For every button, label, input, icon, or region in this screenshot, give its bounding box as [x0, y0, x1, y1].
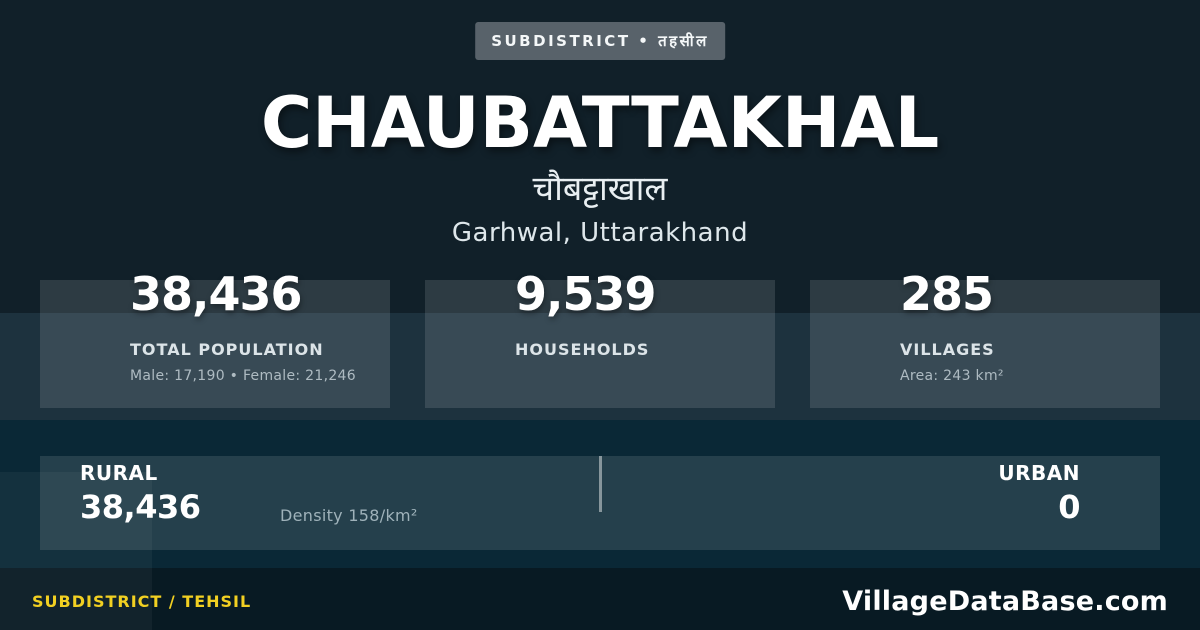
footer-entity-type: SUBDISTRICT / TEHSIL	[32, 592, 252, 611]
density-text: Density 158/km²	[280, 506, 418, 525]
left-highlight-overlay	[0, 472, 152, 630]
rural-value: 38,436	[80, 488, 201, 526]
rural-label: RURAL	[80, 461, 158, 485]
urban-value: 0	[1058, 488, 1080, 526]
rural-block: RURAL 38,436	[80, 461, 201, 526]
stat-label: HOUSEHOLDS	[515, 340, 650, 359]
location-subtitle: Garhwal, Uttarakhand	[451, 218, 749, 248]
stat-value: 9,539	[515, 267, 657, 321]
urban-block: URBAN 0	[998, 463, 1080, 523]
stat-card-households: 9,539 HOUSEHOLDS	[425, 271, 775, 408]
stat-label: TOTAL POPULATION	[130, 340, 324, 359]
stat-value: 38,436	[130, 267, 303, 321]
rural-urban-background-band	[0, 420, 1200, 568]
stat-subtext: Male: 17,190 • Female: 21,246	[130, 368, 356, 384]
stat-subtext: Area: 243 km²	[900, 368, 1004, 384]
stat-card-villages: 285 VILLAGES Area: 243 km²	[810, 271, 1160, 408]
page-title: CHAUBATTAKHAL	[260, 82, 940, 164]
entity-type-badge: SUBDISTRICT • तहसील	[475, 22, 725, 60]
stats-background-band	[0, 313, 1200, 420]
urban-label: URBAN	[998, 461, 1080, 485]
stat-label: VILLAGES	[900, 340, 995, 359]
footer-background-band	[0, 568, 1200, 630]
rural-urban-panel: RURAL 38,436 Density 158/km² URBAN 0	[40, 456, 1160, 550]
stat-value: 285	[900, 267, 994, 321]
site-brand-link[interactable]: VillageDataBase.com	[842, 586, 1168, 617]
vertical-divider	[599, 456, 602, 512]
page-title-hindi: चौबट्टाखाल	[532, 169, 668, 209]
stat-card-total-population: 38,436 TOTAL POPULATION Male: 17,190 • F…	[40, 271, 390, 408]
